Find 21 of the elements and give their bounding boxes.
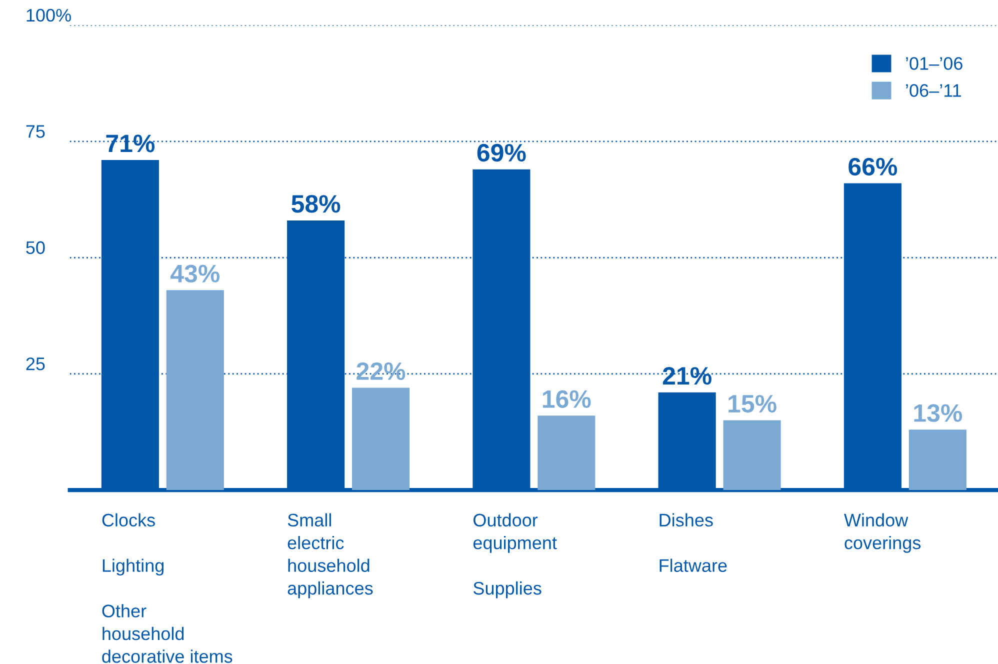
y-tick-label: 100% xyxy=(26,8,71,22)
legend-label: ’06–’11 xyxy=(906,84,961,97)
y-tick-label: 25 xyxy=(26,357,45,370)
data-label: 16% xyxy=(542,390,591,408)
data-label: 66% xyxy=(848,158,898,176)
category-label: Outdoor equipment Supplies xyxy=(473,513,557,598)
y-tick-label: 75 xyxy=(26,125,45,138)
y-tick-label: 50 xyxy=(26,241,45,254)
legend-label: ’01–’06 xyxy=(906,57,962,70)
data-label: 69% xyxy=(477,144,526,162)
data-label: 22% xyxy=(356,362,406,380)
data-label: 43% xyxy=(170,264,220,282)
data-label: 13% xyxy=(914,404,962,422)
x-tick-label: Window coverings xyxy=(844,513,921,553)
data-label: 71% xyxy=(106,134,155,152)
data-label: 15% xyxy=(728,394,776,413)
data-label: 21% xyxy=(662,367,712,385)
data-label: 58% xyxy=(292,195,340,213)
category-label: Clocks Lighting Other household decorative items xyxy=(102,513,232,663)
category-label: Dishes Flatware xyxy=(660,513,727,572)
x-tick-label: Small electric household appliances xyxy=(288,513,373,598)
